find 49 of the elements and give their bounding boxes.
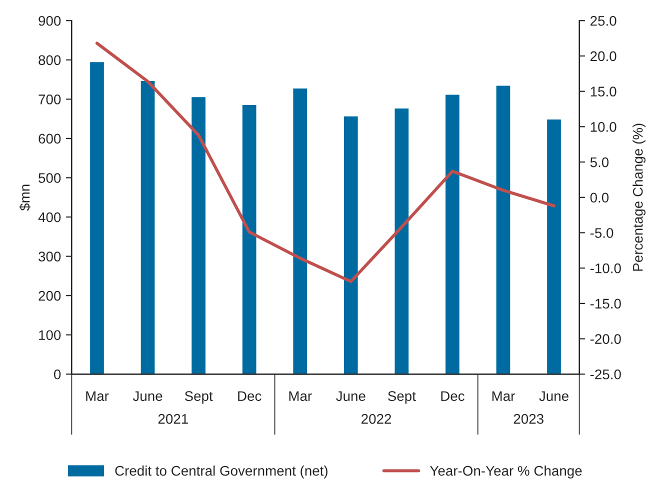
legend-label: Credit to Central Government (net) [115, 466, 328, 478]
y2-axis-title: Percentage Change (%) [632, 124, 646, 271]
x-tick-label: Dec [441, 391, 464, 402]
y-tick-label: 100 [39, 330, 61, 340]
y2-tick-label: 10.0 [590, 122, 616, 132]
y-tick-label: 600 [38, 134, 61, 144]
x-tick-label: Sept [184, 391, 213, 404]
y-tick-label: 500 [38, 173, 61, 183]
y-tick-label: 800 [38, 55, 61, 66]
bar [444, 93, 461, 374]
x-tick-label: June [539, 391, 568, 402]
y2-tick-label: 15.0 [590, 86, 616, 96]
bar [88, 60, 106, 374]
bar [342, 114, 360, 374]
bar [190, 96, 207, 374]
x-tick-label: June [336, 391, 366, 402]
y2-tick-label: 20.0 [590, 51, 616, 62]
text: 2022 [362, 414, 392, 424]
bar [393, 107, 410, 374]
y2-tick-label: 25.0 [590, 16, 616, 26]
y2-tick-label: -15.0 [590, 298, 621, 309]
x-tick-label: Mar [86, 391, 109, 402]
y2-tick-label: -25.0 [590, 369, 621, 380]
y-tick-label: 200 [38, 290, 61, 301]
x-tick-label: Sept [388, 391, 416, 404]
bar [139, 80, 156, 374]
x-tick-label: Dec [238, 391, 262, 402]
bar [546, 118, 562, 374]
y-tick-label: 700 [38, 94, 61, 104]
y2-tick-label: -10.0 [590, 263, 621, 274]
bar [241, 104, 258, 374]
y2-tick-label: -5.0 [590, 228, 614, 238]
y-tick-label: 400 [38, 212, 61, 222]
y2-tick-label: 5.0 [590, 157, 609, 168]
y2-tick-label: 0.0 [590, 192, 609, 203]
y-tick-label: 900 [38, 16, 61, 26]
bar [494, 84, 512, 374]
bar [292, 87, 308, 374]
text: 2023 [514, 414, 544, 424]
y2-tick-label: -20.0 [590, 334, 621, 344]
text: 2021 [158, 414, 188, 424]
y-tick-label: 0 [54, 369, 61, 380]
y-tick-label: 300 [38, 252, 61, 262]
y-axis-title: $mn [19, 184, 31, 211]
line-series [95, 42, 556, 284]
x-tick-label: June [132, 391, 162, 402]
x-tick-label: Mar [289, 391, 312, 402]
x-tick-label: Mar [492, 391, 515, 402]
legend-label: Year-On-Year % Change [430, 466, 582, 478]
